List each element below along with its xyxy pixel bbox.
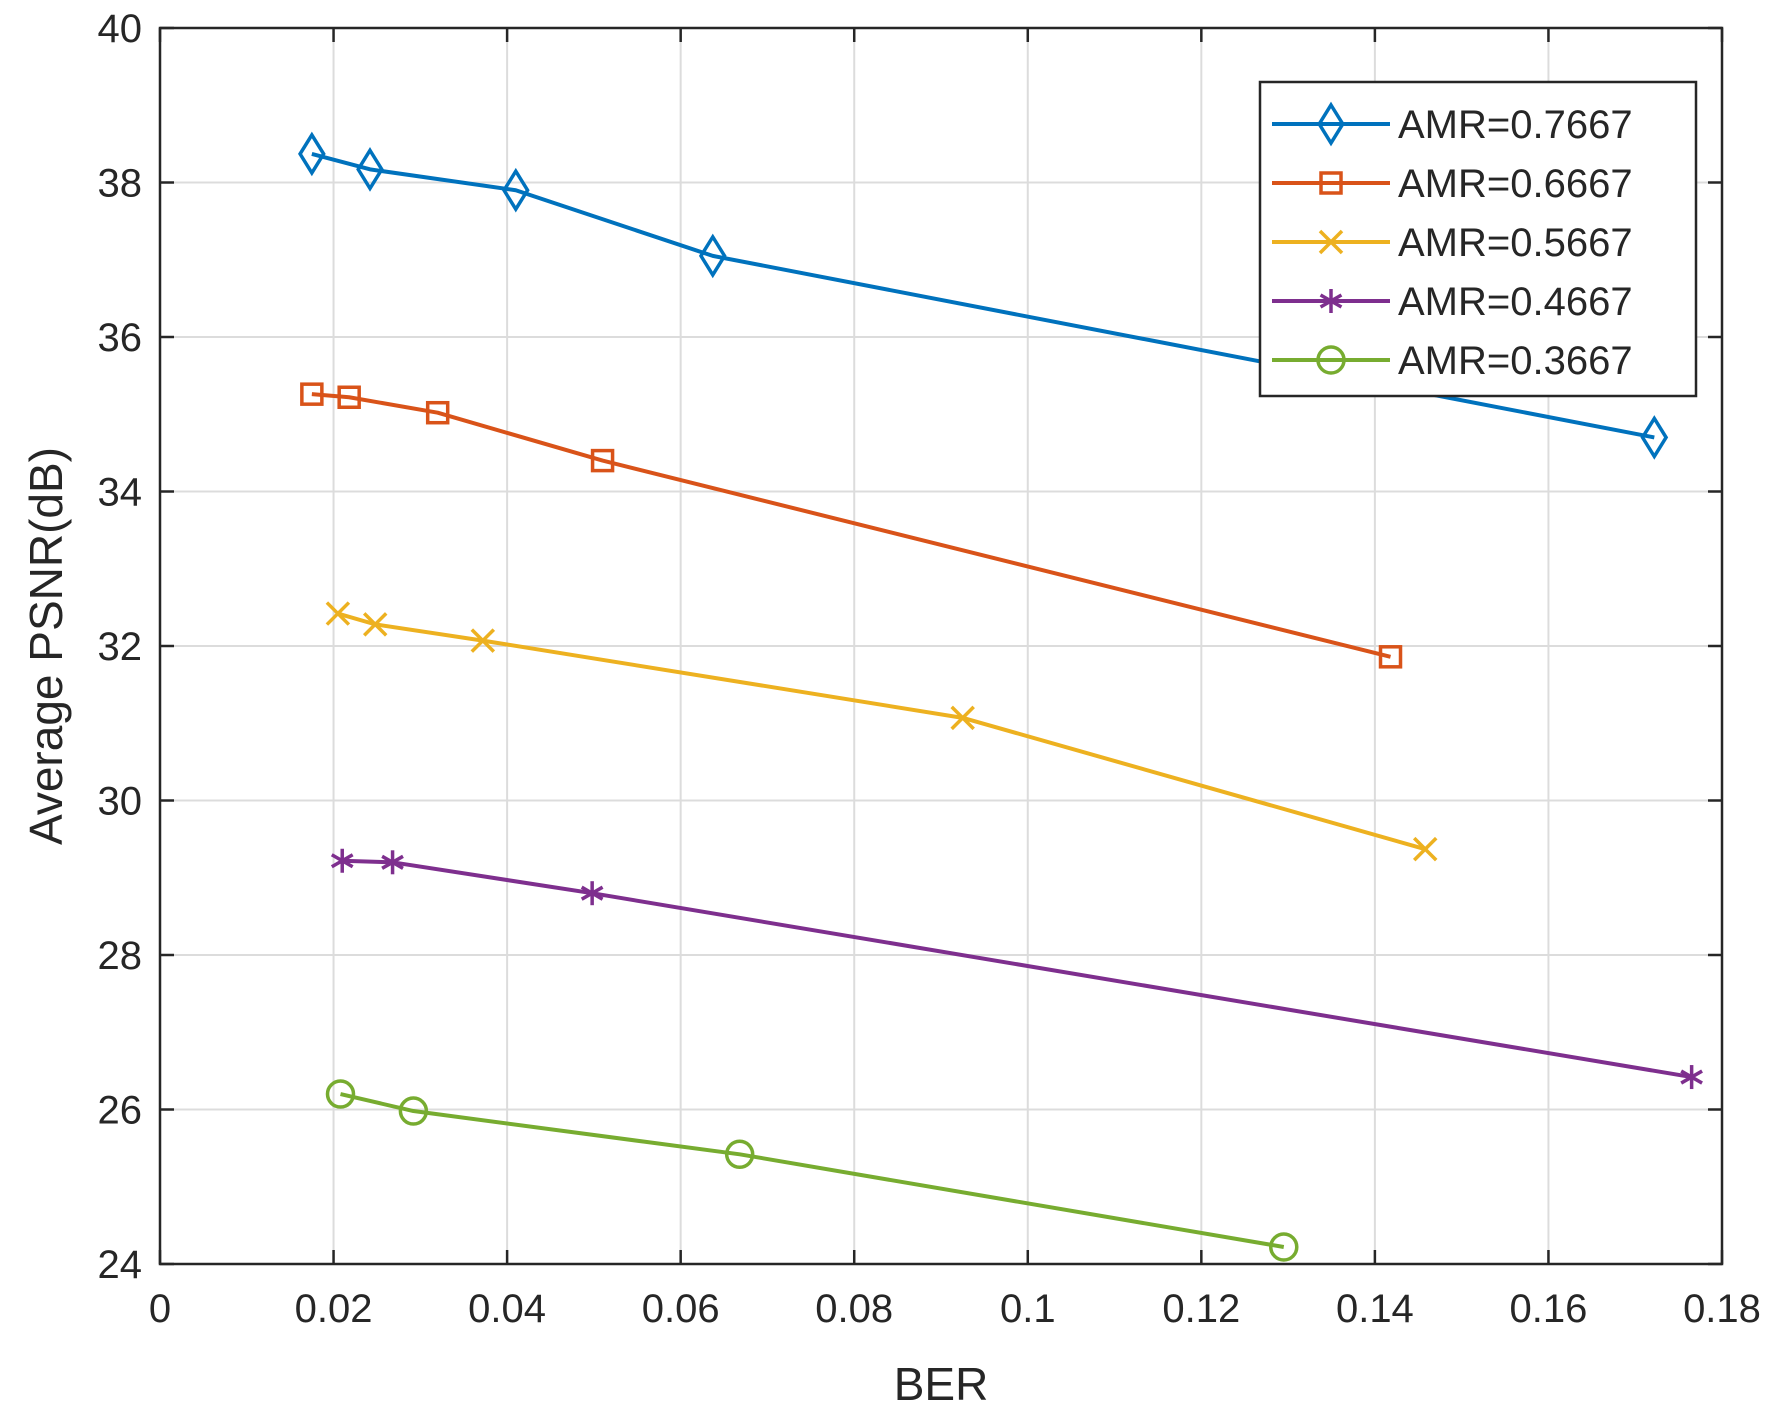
series-line xyxy=(342,858,1692,1080)
data-point xyxy=(1640,415,1669,460)
y-tick-label: 40 xyxy=(98,7,143,51)
data-point xyxy=(1378,645,1403,669)
series-4 xyxy=(330,848,1703,1090)
legend-entry: AMR=0.7667 xyxy=(1272,101,1633,147)
data-point xyxy=(356,147,384,192)
series-3 xyxy=(325,601,1438,862)
data-point xyxy=(1269,1232,1299,1262)
series-2 xyxy=(300,382,1403,669)
data-point xyxy=(1412,836,1438,862)
legend-marker xyxy=(1319,171,1343,195)
data-point xyxy=(501,167,530,213)
data-point xyxy=(330,848,354,873)
legend-label: AMR=0.6667 xyxy=(1398,162,1633,206)
legend-label: AMR=0.3667 xyxy=(1398,339,1633,383)
x-tick-label: 0.12 xyxy=(1162,1287,1240,1331)
x-axis-label: BER xyxy=(894,1358,989,1410)
legend-marker xyxy=(1318,229,1344,255)
data-point xyxy=(590,448,615,473)
data-point xyxy=(724,1139,755,1170)
y-tick-label: 24 xyxy=(98,1243,143,1287)
data-point xyxy=(398,1096,429,1126)
x-tick-label: 0.04 xyxy=(468,1287,546,1331)
x-tick-label: 0 xyxy=(149,1287,171,1331)
series-line xyxy=(311,392,1391,659)
axis-ticks xyxy=(158,26,1724,1266)
y-tick-label: 32 xyxy=(98,625,143,669)
data-point xyxy=(325,1079,356,1109)
series-1 xyxy=(298,131,1669,460)
legend-entry: AMR=0.3667 xyxy=(1272,339,1633,383)
x-tick-label: 0.14 xyxy=(1336,1287,1414,1331)
x-tick-label: 0.08 xyxy=(815,1287,893,1331)
data-point xyxy=(300,382,324,406)
data-point xyxy=(425,400,450,425)
data-point xyxy=(470,628,496,653)
data-point xyxy=(1680,1065,1703,1090)
x-tick-label: 0.02 xyxy=(295,1287,373,1331)
legend-marker xyxy=(1317,101,1345,147)
y-tick-label: 30 xyxy=(98,780,143,824)
data-point xyxy=(362,612,388,637)
data-point xyxy=(698,233,727,279)
series-layer xyxy=(298,131,1703,1262)
legend-entry: AMR=0.5667 xyxy=(1272,221,1633,265)
data-point xyxy=(337,385,361,410)
x-tick-label: 0.1 xyxy=(1000,1287,1056,1331)
legend: AMR=0.7667 AMR=0.6667 AMR=0.5667 AMR=0.4667… xyxy=(1258,80,1698,398)
legend-entry: AMR=0.6667 xyxy=(1272,162,1633,206)
data-point xyxy=(950,705,975,731)
data-point xyxy=(325,601,351,626)
y-tick-label: 36 xyxy=(98,316,143,360)
y-tick-label: 34 xyxy=(98,471,143,515)
data-point xyxy=(580,881,604,906)
legend-label: AMR=0.5667 xyxy=(1398,221,1633,265)
legend-entry: AMR=0.4667 xyxy=(1272,280,1633,324)
y-tick-label: 26 xyxy=(98,1089,143,1133)
legend-label: AMR=0.4667 xyxy=(1398,280,1633,324)
y-tick-label: 38 xyxy=(98,162,143,206)
y-tick-label: 28 xyxy=(98,934,143,978)
legend-label: AMR=0.7667 xyxy=(1398,103,1633,147)
x-tick-label: 0.18 xyxy=(1683,1287,1761,1331)
data-point xyxy=(381,850,404,875)
series-line xyxy=(311,151,1655,440)
legend-marker xyxy=(1316,345,1346,375)
series-line xyxy=(340,1092,1285,1249)
series-5 xyxy=(325,1079,1299,1262)
legend-marker xyxy=(1319,289,1343,313)
x-tick-label: 0.16 xyxy=(1510,1287,1588,1331)
x-tick-label: 0.06 xyxy=(642,1287,720,1331)
data-point xyxy=(298,131,326,177)
y-axis-label: Average PSNR(dB) xyxy=(20,447,72,845)
tick-labels: 0 0.02 0.04 0.06 0.08 0.1 0.12 0.14 0.16 0.18 24 26… xyxy=(98,7,1761,1331)
